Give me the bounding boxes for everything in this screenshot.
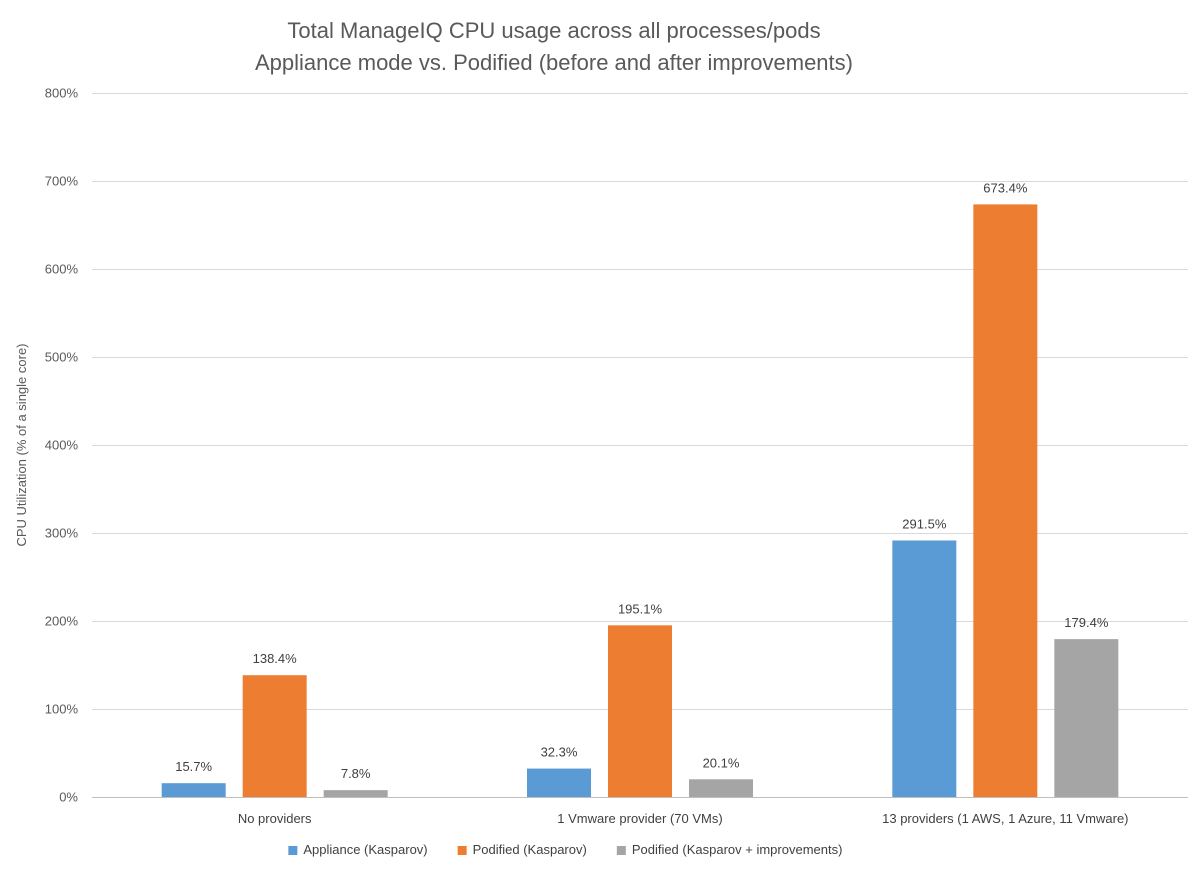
- y-tick-label: 200%: [45, 614, 79, 629]
- legend-label: Podified (Kasparov): [473, 842, 587, 857]
- data-label: 32.3%: [541, 745, 578, 760]
- legend-item: Appliance (Kasparov): [288, 842, 428, 857]
- bar: [973, 204, 1038, 797]
- data-label: 673.4%: [983, 180, 1028, 195]
- bar: [242, 675, 307, 797]
- data-label: 20.1%: [703, 755, 740, 770]
- y-tick-label: 800%: [45, 86, 79, 101]
- legend-label: Appliance (Kasparov): [303, 842, 427, 857]
- bars: [161, 204, 1119, 797]
- bar: [161, 783, 226, 797]
- y-tick-label: 0%: [59, 790, 78, 805]
- legend-swatch: [616, 846, 626, 855]
- chart-title-line-1: Total ManageIQ CPU usage across all proc…: [287, 18, 820, 43]
- chart-title-line-2: Appliance mode vs. Podified (before and …: [255, 50, 853, 75]
- chart-title: Total ManageIQ CPU usage across all proc…: [255, 18, 853, 75]
- bar: [1054, 639, 1119, 797]
- y-tick-label: 100%: [45, 702, 79, 717]
- y-tick-label: 600%: [45, 262, 79, 277]
- category-label: No providers: [238, 811, 312, 826]
- bar: [608, 625, 672, 797]
- bar: [527, 768, 591, 797]
- data-label: 195.1%: [618, 601, 663, 616]
- data-labels: 15.7% 138.4% 7.8% 32.3% 195.1% 20.1% 291.5% 673…: [175, 180, 1109, 781]
- data-label: 7.8%: [341, 766, 371, 781]
- y-axis-ticks: 0% 100% 200% 300% 400% 500% 600% 700% 800%: [45, 86, 79, 805]
- y-tick-label: 700%: [45, 174, 79, 189]
- data-label: 291.5%: [902, 516, 947, 531]
- category-label: 1 Vmware provider (70 VMs): [557, 811, 722, 826]
- data-label: 15.7%: [175, 759, 212, 774]
- y-axis-label: CPU Utilization (% of a single core): [14, 343, 29, 546]
- legend-swatch: [288, 846, 298, 855]
- bar: [323, 790, 388, 797]
- legend: Appliance (Kasparov) Podified (Kasparov) P…: [288, 842, 842, 857]
- legend-item: Podified (Kasparov): [457, 842, 587, 857]
- y-tick-label: 400%: [45, 438, 79, 453]
- category-label: 13 providers (1 AWS, 1 Azure, 11 Vmware): [882, 811, 1128, 826]
- y-tick-label: 300%: [45, 526, 79, 541]
- data-label: 138.4%: [253, 651, 298, 666]
- category-labels: No providers 1 Vmware provider (70 VMs) 13…: [238, 811, 1129, 826]
- legend-swatch: [457, 846, 467, 855]
- legend-item: Podified (Kasparov + improvements): [616, 842, 843, 857]
- y-tick-label: 500%: [45, 350, 79, 365]
- data-label: 179.4%: [1064, 615, 1109, 630]
- bar: [892, 540, 957, 797]
- bar: [689, 779, 753, 797]
- legend-label: Podified (Kasparov + improvements): [632, 842, 843, 857]
